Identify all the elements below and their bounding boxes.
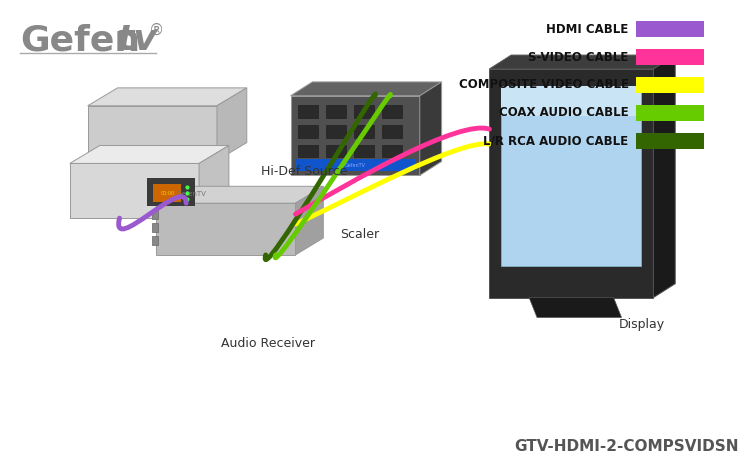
Text: tv: tv	[116, 23, 157, 57]
Polygon shape	[156, 203, 296, 255]
Polygon shape	[88, 88, 246, 106]
Bar	[637, 132, 704, 149]
Polygon shape	[156, 186, 324, 203]
Polygon shape	[88, 106, 217, 160]
Text: GefenTV: GefenTV	[176, 191, 206, 197]
Bar	[296, 159, 415, 171]
Bar	[637, 77, 704, 93]
Bar	[382, 125, 402, 138]
Text: 00:00: 00:00	[160, 191, 175, 196]
Text: GTV-HDMI-2-COMPSVIDSN: GTV-HDMI-2-COMPSVIDSN	[514, 439, 739, 454]
Polygon shape	[290, 96, 420, 175]
Text: L/R RCA AUDIO CABLE: L/R RCA AUDIO CABLE	[483, 134, 628, 147]
Text: COAX AUDIO CABLE: COAX AUDIO CABLE	[499, 106, 628, 119]
Bar	[152, 210, 158, 219]
Polygon shape	[296, 186, 324, 255]
Polygon shape	[529, 298, 621, 317]
Bar	[327, 105, 346, 118]
Text: ®: ®	[150, 23, 165, 38]
Polygon shape	[70, 164, 199, 218]
Text: COMPOSITE VIDEO CABLE: COMPOSITE VIDEO CABLE	[459, 79, 628, 91]
Bar	[327, 145, 346, 158]
Polygon shape	[653, 55, 675, 298]
Text: Display: Display	[618, 317, 665, 331]
Polygon shape	[489, 55, 675, 69]
Polygon shape	[420, 82, 442, 175]
Text: GefenTV: GefenTV	[345, 163, 366, 168]
Bar	[299, 125, 318, 138]
Bar	[637, 49, 704, 65]
Bar	[327, 125, 346, 138]
Bar	[152, 223, 158, 232]
Bar	[354, 125, 374, 138]
Bar	[147, 178, 195, 206]
Polygon shape	[70, 146, 229, 164]
Bar	[299, 145, 318, 158]
Text: Hi-Def Source: Hi-Def Source	[261, 166, 347, 178]
Polygon shape	[199, 146, 229, 218]
Text: Audio Receiver: Audio Receiver	[221, 337, 315, 350]
Bar	[153, 184, 181, 202]
Bar	[354, 105, 374, 118]
Polygon shape	[290, 82, 442, 96]
Bar	[637, 21, 704, 37]
Text: Gefen: Gefen	[20, 23, 141, 57]
Text: Scaler: Scaler	[340, 228, 380, 241]
Polygon shape	[217, 88, 246, 160]
Bar	[299, 105, 318, 118]
Bar	[152, 236, 158, 245]
Bar	[354, 145, 374, 158]
Bar	[501, 86, 641, 266]
Text: S-VIDEO CABLE: S-VIDEO CABLE	[528, 51, 628, 63]
Bar	[501, 86, 641, 116]
Bar	[637, 105, 704, 121]
Bar	[382, 145, 402, 158]
Bar	[382, 105, 402, 118]
Polygon shape	[489, 69, 653, 298]
Text: HDMI CABLE: HDMI CABLE	[547, 23, 628, 36]
